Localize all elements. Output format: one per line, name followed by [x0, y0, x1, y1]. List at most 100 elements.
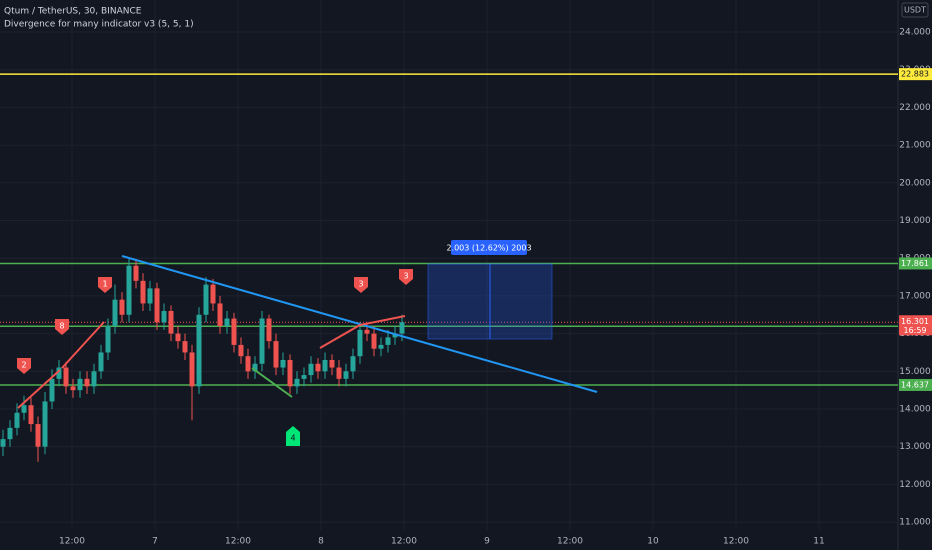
- candle-body: [105, 326, 111, 353]
- candle-body: [329, 359, 335, 368]
- x-tick-label: 7: [152, 537, 158, 547]
- price-label-bg: [899, 315, 932, 336]
- candle-body: [126, 265, 132, 315]
- candle-body: [168, 310, 174, 334]
- candle-body: [203, 284, 209, 315]
- candle-body: [301, 375, 307, 379]
- signal-label: 2: [21, 361, 26, 370]
- candle-body: [140, 280, 146, 304]
- x-tick-label: 12:00: [391, 537, 417, 547]
- candle-body: [175, 333, 181, 342]
- price-label-bg: [899, 378, 932, 391]
- candle-body: [385, 337, 391, 345]
- candle-body: [133, 265, 139, 281]
- countdown: 16:59: [903, 326, 926, 335]
- candle-body: [119, 299, 125, 315]
- candle-body: [231, 318, 237, 345]
- candle-body: [56, 367, 62, 379]
- candle-body: [245, 356, 251, 372]
- candle-body: [357, 329, 363, 357]
- candle-body: [336, 367, 342, 379]
- x-tick-label: 10: [647, 537, 659, 547]
- candle-body: [371, 333, 377, 349]
- candle-body: [364, 329, 370, 334]
- candle-body: [399, 322, 405, 334]
- y-tick-label: 19.000: [899, 216, 931, 226]
- x-tick-label: 12:00: [557, 537, 583, 547]
- currency-box: [901, 2, 929, 18]
- y-tick-label: 12.000: [899, 480, 931, 490]
- y-tick-label: 20.000: [899, 178, 931, 188]
- candle-body: [21, 405, 27, 413]
- candle-body: [350, 356, 356, 372]
- signal-label: 4: [290, 434, 295, 443]
- candle-body: [259, 318, 265, 364]
- candle-body: [91, 371, 97, 387]
- candle-body: [182, 341, 188, 353]
- price-label: 22.883: [901, 70, 929, 79]
- candle-body: [343, 371, 349, 379]
- trend-line: [121, 255, 598, 393]
- candle-body: [161, 310, 167, 323]
- candle-body: [217, 303, 223, 327]
- indicator-title: Divergence for many indicator v3 (5, 5, …: [4, 20, 194, 30]
- x-tick-label: 12:00: [723, 537, 749, 547]
- price-label-bg: [899, 68, 932, 81]
- candle-body: [196, 314, 202, 387]
- candle-body: [287, 359, 293, 387]
- position-label-bg: [451, 240, 527, 255]
- x-tick-label: 12:00: [59, 537, 85, 547]
- candle-body: [14, 412, 20, 428]
- candle-body: [210, 284, 216, 304]
- candle-body: [28, 405, 34, 425]
- candle-body: [49, 378, 55, 402]
- candle-body: [294, 378, 300, 387]
- candle-body: [70, 386, 76, 391]
- candle-body: [112, 299, 118, 327]
- price-label: 17.861: [901, 259, 929, 268]
- position-label: 2.003 (12.62%) 2003: [446, 244, 531, 253]
- signal-marker: [17, 358, 31, 374]
- candle-body: [308, 363, 314, 376]
- signal-marker: [354, 277, 368, 293]
- signal-marker: [98, 277, 112, 293]
- x-tick-label: 11: [813, 537, 824, 547]
- currency: USDT: [904, 6, 926, 15]
- price-label-bg: [899, 257, 932, 270]
- signal-marker: [55, 319, 69, 335]
- candle-body: [7, 427, 13, 440]
- signal-marker: [399, 269, 413, 285]
- price-label: 16.301: [901, 317, 929, 326]
- divergence-line: [251, 367, 293, 398]
- signal-label: 3: [403, 272, 408, 281]
- y-tick-label: 13.000: [899, 442, 931, 452]
- candle-body: [0, 439, 6, 447]
- candle-body: [266, 318, 272, 342]
- divergence-line: [319, 315, 406, 349]
- candle-body: [98, 352, 104, 372]
- candle-body: [224, 318, 230, 327]
- y-tick-label: 22.000: [899, 103, 931, 113]
- x-tick-label: 9: [484, 537, 490, 547]
- divergence-line: [61, 321, 105, 369]
- candle-body: [322, 359, 328, 372]
- signal-label: 8: [59, 322, 64, 331]
- divergence-line: [17, 369, 61, 409]
- signal-label: 1: [102, 280, 107, 289]
- candle-body: [378, 344, 384, 349]
- candle-body: [84, 378, 90, 387]
- signals: 2 8 1 3 3 4: [17, 269, 413, 446]
- candle-body: [154, 288, 160, 323]
- y-tick-label: 21.000: [899, 141, 931, 151]
- y-tick-label: 24.000: [899, 28, 931, 38]
- candle-body: [63, 367, 69, 387]
- candle-body: [147, 288, 153, 304]
- symbol-title: Qtum / TetherUS, 30, BINANCE: [4, 7, 142, 17]
- y-tick-label: 15.000: [899, 367, 931, 377]
- price-label: 14.637: [901, 380, 929, 389]
- candle-body: [238, 344, 244, 357]
- drawings: 2.003 (12.62%) 2003: [17, 240, 598, 409]
- candle-body: [252, 363, 258, 372]
- candle-body: [273, 341, 279, 368]
